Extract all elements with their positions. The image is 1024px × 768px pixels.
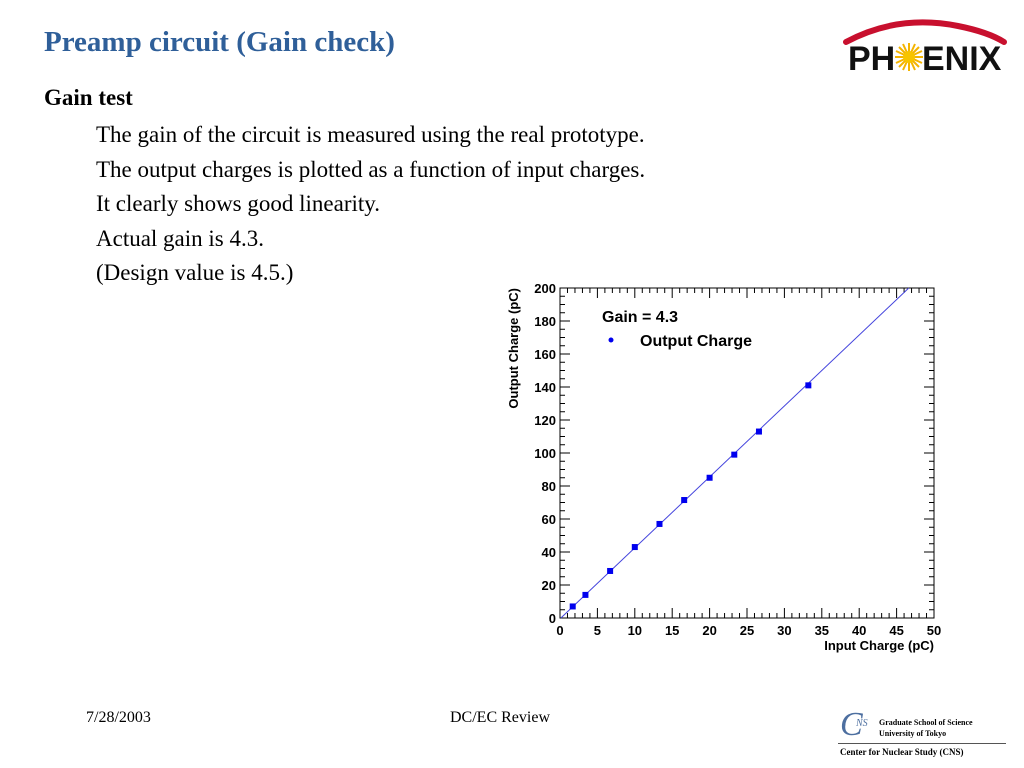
y-tick-label: 160 xyxy=(534,347,556,362)
y-tick-label: 140 xyxy=(534,380,556,395)
x-axis-label: Input Charge (pC) xyxy=(824,638,934,653)
y-axis-label: Output Charge (pC) xyxy=(506,288,521,409)
x-tick-label: 40 xyxy=(852,623,866,638)
legend-marker xyxy=(608,337,614,343)
bullet-item: The output charges is plotted as a funct… xyxy=(96,156,646,182)
data-point xyxy=(656,520,663,527)
x-tick-label: 5 xyxy=(594,623,601,638)
y-tick-label: 200 xyxy=(534,281,556,296)
bullet-list: The gain of the circuit is measured usin… xyxy=(96,118,696,291)
y-tick-label: 100 xyxy=(534,446,556,461)
logo-text-left: PH xyxy=(848,40,896,78)
y-tick-label: 60 xyxy=(542,512,556,527)
legend-label: Output Charge xyxy=(640,333,752,350)
data-point xyxy=(681,497,688,504)
y-tick-label: 120 xyxy=(534,413,556,428)
data-point xyxy=(731,451,738,458)
cns-line-2: University of Tokyo xyxy=(879,729,947,738)
slide-title: Preamp circuit (Gain check) xyxy=(44,26,395,58)
data-point xyxy=(582,591,589,598)
y-tick-label: 180 xyxy=(534,314,556,329)
x-tick-label: 0 xyxy=(556,623,563,638)
data-point xyxy=(755,428,762,435)
sun-icon xyxy=(895,43,923,71)
logo-arc-icon xyxy=(843,19,1007,45)
data-point xyxy=(569,603,576,610)
x-tick-label: 25 xyxy=(740,623,754,638)
x-tick-label: 50 xyxy=(927,623,941,638)
x-tick-label: 30 xyxy=(777,623,791,638)
y-tick-label: 80 xyxy=(542,479,556,494)
bullet-item: (Design value is 4.5.) xyxy=(96,260,294,285)
x-tick-label: 35 xyxy=(815,623,829,638)
footer-title: DC/EC Review xyxy=(450,709,550,726)
cns-mark-sub: NS xyxy=(856,718,868,729)
bullet-item: It clearly shows good linearity. xyxy=(96,191,381,216)
cns-mark: C xyxy=(840,706,863,743)
footer-date: 7/28/2003 xyxy=(86,709,151,726)
cns-line-3: Center for Nuclear Study (CNS) xyxy=(840,747,964,757)
phenix-logo: PH ENIX xyxy=(838,18,1008,80)
section-heading: Gain test xyxy=(44,85,133,110)
cns-line-1: Graduate School of Science xyxy=(879,718,973,727)
x-tick-label: 20 xyxy=(702,623,716,638)
gain-chart: 0 5 10 15 20 25 30 35 40 45 50 0 20 40 60 80 100 120 140 16… xyxy=(506,281,941,653)
y-tick-label: 20 xyxy=(542,578,556,593)
y-tick-label: 40 xyxy=(542,545,556,560)
logo-text-right: ENIX xyxy=(922,40,1002,78)
bullet-item: Actual gain is 4.3. xyxy=(96,225,264,251)
bullet-item: The gain of the circuit is measured usin… xyxy=(96,122,645,147)
cns-divider xyxy=(838,743,1006,744)
cns-logo: C NS Graduate School of Science Universi… xyxy=(836,706,1011,764)
data-point xyxy=(631,544,638,551)
data-point xyxy=(706,474,713,481)
x-tick-label: 45 xyxy=(889,623,903,638)
x-tick-label: 10 xyxy=(628,623,642,638)
x-tick-label: 15 xyxy=(665,623,679,638)
data-point xyxy=(607,567,614,574)
gain-annotation: Gain = 4.3 xyxy=(602,309,678,326)
y-tick-label: 0 xyxy=(549,611,556,626)
data-point xyxy=(805,382,812,389)
